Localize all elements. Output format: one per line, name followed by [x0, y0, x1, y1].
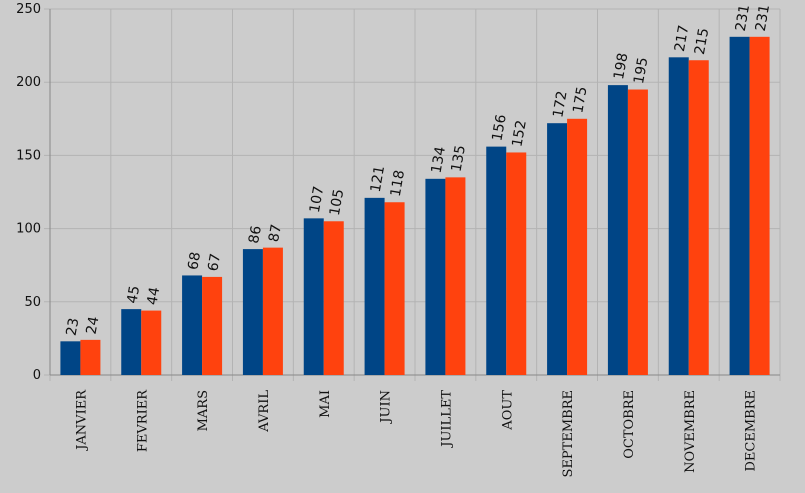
bar — [607, 85, 628, 376]
data-label: 24 — [84, 315, 103, 335]
bar — [121, 309, 142, 375]
category-label: NOVEMBRE — [683, 390, 698, 473]
bar — [384, 202, 405, 375]
category-label: AVRIL — [257, 390, 272, 433]
bar — [202, 276, 223, 375]
bars — [60, 36, 770, 376]
category-label: JANVIER — [74, 389, 89, 452]
bar — [668, 57, 689, 375]
axes — [49, 9, 780, 376]
category-label: SEPTEMBRE — [561, 390, 576, 477]
bar — [547, 123, 568, 375]
category-label: AOUT — [500, 390, 515, 431]
y-tick-label: 200 — [16, 75, 41, 90]
bar — [323, 221, 344, 375]
category-label: JUIN — [379, 390, 394, 425]
data-label: 105 — [327, 188, 347, 217]
data-label: 134 — [429, 145, 449, 174]
category-label: MARS — [196, 390, 211, 431]
bar — [425, 178, 446, 375]
bar — [242, 249, 263, 375]
data-label: 87 — [266, 223, 285, 243]
bar — [567, 118, 588, 376]
data-label: 44 — [144, 286, 163, 306]
y-tick-label: 0 — [33, 368, 41, 383]
data-label: 231 — [733, 3, 753, 32]
data-labels: 23 24 45 44 68 67 86 87 107 105 121 118 134 135 156 152… — [64, 3, 774, 337]
data-label: 175 — [570, 85, 590, 114]
data-label: 217 — [672, 24, 692, 53]
data-label: 86 — [246, 224, 265, 244]
y-tick-labels: 0 50 100 150 200 250 — [16, 2, 41, 383]
bar — [262, 247, 283, 375]
bar — [182, 275, 203, 375]
category-label: FEVRIER — [135, 389, 150, 452]
category-label: DECEMBRE — [744, 390, 759, 472]
bar — [445, 177, 466, 375]
data-label: 231 — [753, 3, 773, 32]
data-label: 68 — [185, 251, 204, 271]
bar — [60, 341, 81, 375]
bar — [364, 197, 385, 375]
category-label: MAI — [318, 390, 333, 418]
y-tick-label: 250 — [16, 2, 41, 17]
data-label: 156 — [489, 113, 509, 142]
y-tick-label: 100 — [16, 222, 41, 237]
bar — [729, 36, 750, 375]
category-label: JUILLET — [439, 390, 454, 449]
data-label: 198 — [611, 52, 631, 81]
y-tick-label: 50 — [24, 295, 41, 310]
data-label: 107 — [307, 185, 327, 214]
data-label: 195 — [631, 56, 651, 85]
data-label: 118 — [388, 169, 408, 198]
bar — [80, 339, 101, 375]
category-label: OCTOBRE — [622, 390, 637, 459]
bar — [303, 218, 324, 375]
data-label: 152 — [509, 119, 529, 148]
bar — [506, 152, 527, 375]
bar — [141, 310, 162, 375]
data-label: 215 — [692, 27, 712, 56]
category-labels: JANVIER FEVRIER MARS AVRIL MAI JUIN JUILLET AOU… — [74, 389, 758, 478]
data-label: 23 — [64, 317, 83, 337]
bar — [486, 146, 507, 375]
bar — [749, 36, 770, 375]
y-tick-label: 150 — [16, 148, 41, 163]
data-label: 135 — [449, 144, 469, 173]
data-label: 172 — [550, 90, 570, 119]
data-label: 45 — [124, 284, 143, 304]
bar — [688, 60, 709, 376]
bar — [627, 89, 648, 376]
data-label: 67 — [205, 252, 224, 272]
data-label: 121 — [368, 164, 388, 193]
grid-lines — [44, 8, 781, 381]
